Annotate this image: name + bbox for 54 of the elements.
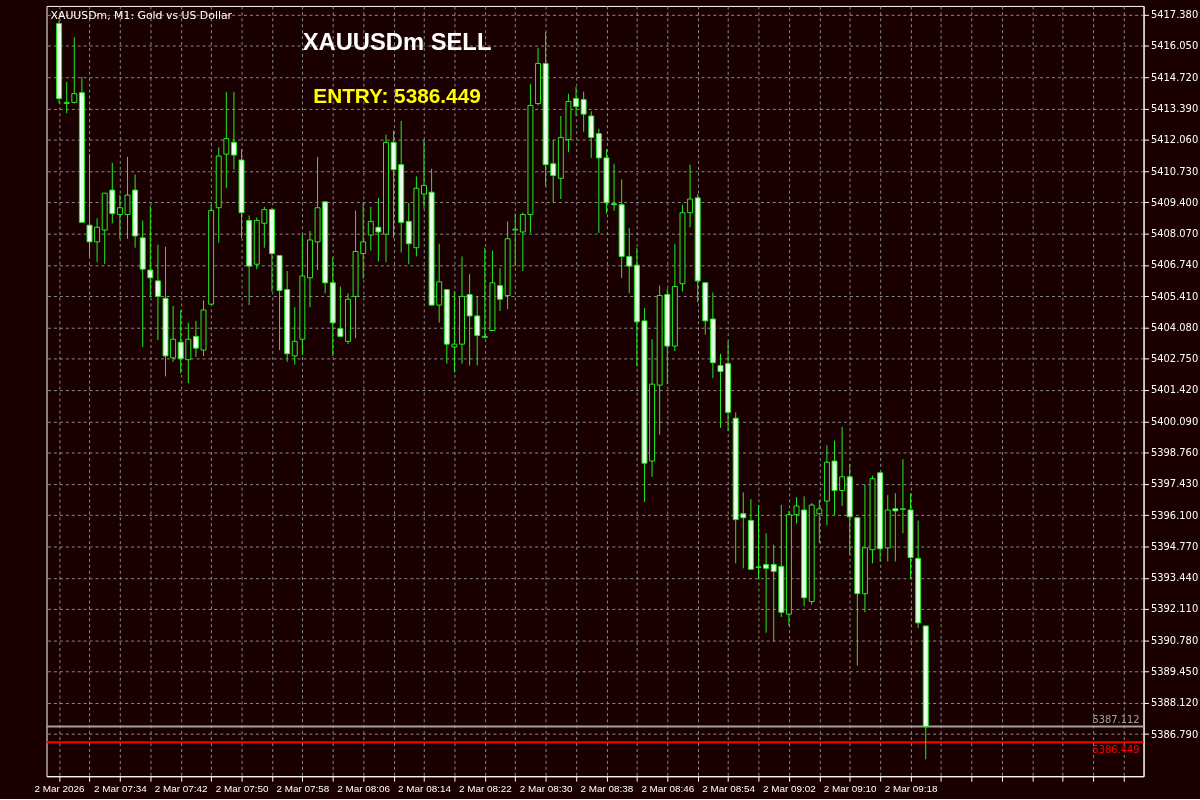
y-tick-label: 5389.450 [1150,666,1199,678]
candlestick [154,244,161,341]
x-tick-label: 2 Mar 08:30 [519,782,574,794]
y-tick-label: 5401.420 [1150,384,1199,396]
y-tick-label: 5409.400 [1150,196,1199,208]
x-tick-label: 2 Mar 08:54 [702,782,756,794]
x-tick-label: 2 Mar 07:50 [215,782,269,794]
x-tick-label: 2 Mar 07:58 [276,782,330,794]
x-tick-label: 2 Mar 09:18 [884,782,938,794]
annotation: XAUUSDm SELL [302,28,492,56]
y-tick-label: 5396.100 [1150,509,1199,521]
x-tick-label: 2 Mar 08:22 [458,782,512,794]
y-tick-label: 5393.440 [1150,572,1199,584]
x-tick-label: 2 Mar 2026 [34,782,86,794]
y-tick-label: 5392.110 [1150,603,1199,615]
x-tick-label: 2 Mar 08:38 [580,782,634,794]
candlestick [481,247,488,339]
ref-line-label: 5387.112 [1092,713,1140,725]
y-tick-label: 5416.050 [1150,40,1199,52]
y-tick-label: 5386.790 [1150,728,1199,740]
y-tick-label: 5414.720 [1150,71,1199,83]
chart-title: XAUUSDm, M1: Gold vs US Dollar [50,8,233,22]
y-tick-label: 5390.780 [1150,634,1199,646]
y-tick-label: 5388.120 [1150,697,1199,709]
annotation: ENTRY: 5386.449 [313,83,481,107]
y-tick-label: 5408.070 [1150,228,1199,240]
x-tick-label: 2 Mar 08:06 [337,782,391,794]
x-tick-label: 2 Mar 09:02 [763,782,816,794]
candlestick [611,163,618,212]
x-tick-label: 2 Mar 08:46 [641,782,695,794]
candlestick [230,91,237,171]
x-tick-label: 2 Mar 07:42 [154,782,208,794]
candlestick [291,306,298,366]
y-tick-label: 5398.760 [1150,447,1199,459]
y-tick-label: 5406.740 [1150,259,1199,271]
y-tick-label: 5402.750 [1150,353,1199,365]
candlestick [512,213,519,267]
x-tick-label: 2 Mar 09:10 [823,782,878,794]
x-tick-label: 2 Mar 08:14 [398,782,452,794]
candlestick [223,91,230,189]
y-tick-label: 5397.430 [1150,478,1199,490]
y-tick-label: 5413.390 [1150,102,1199,114]
y-tick-label: 5405.410 [1150,290,1199,302]
candlestick [580,91,587,133]
y-tick-label: 5394.770 [1150,540,1199,552]
y-tick-label: 5400.090 [1150,415,1199,427]
y-tick-label: 5404.080 [1150,321,1199,333]
y-tick-label: 5412.060 [1150,134,1199,146]
candlestick [337,286,344,337]
ref-line-label: 5386.449 [1092,744,1140,756]
y-tick-label: 5417.380 [1150,9,1199,21]
candlestick [588,110,595,159]
x-tick-label: 2 Mar 07:34 [94,782,148,794]
y-tick-label: 5410.730 [1150,165,1199,177]
